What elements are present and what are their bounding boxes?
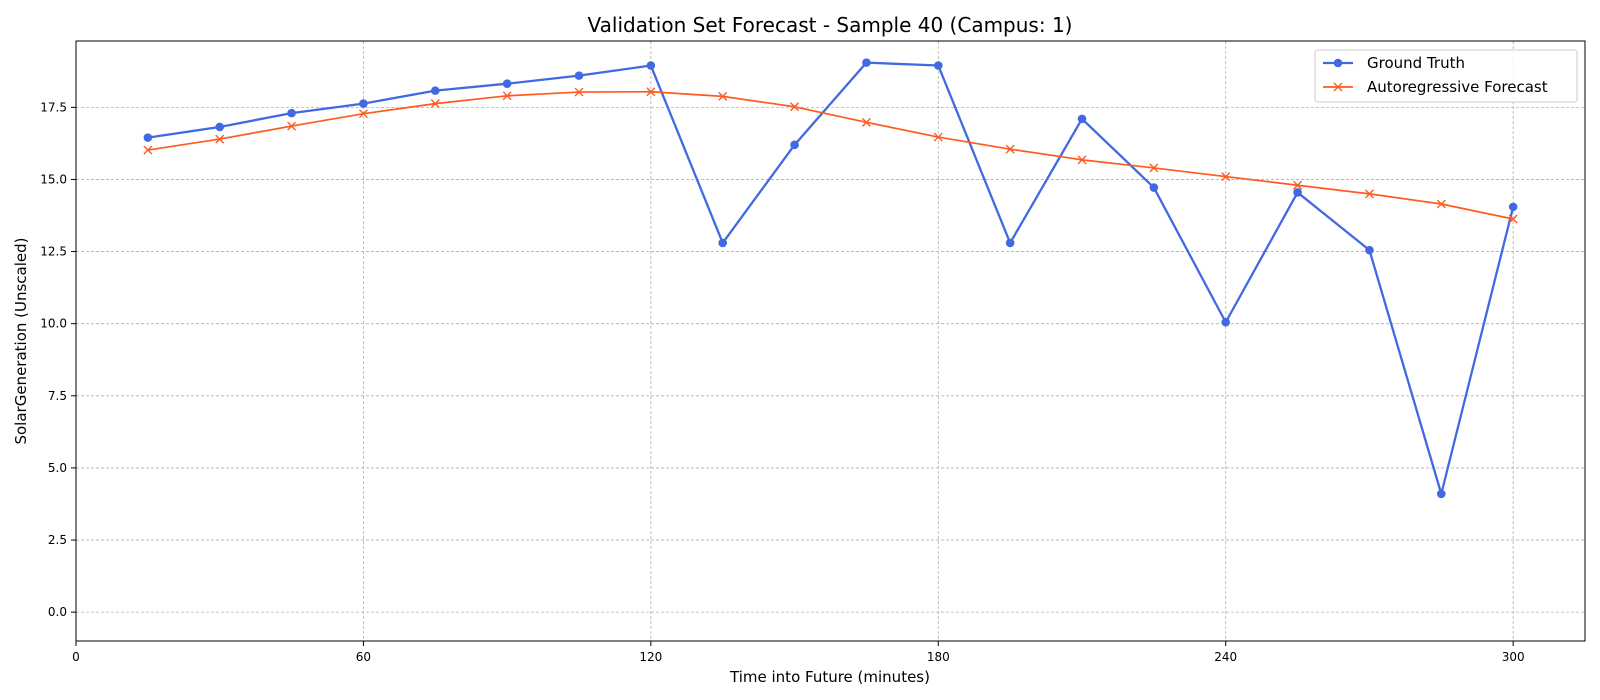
legend-item: Autoregressive Forecast	[1323, 78, 1548, 96]
x-tick-label: 0	[72, 650, 80, 664]
x-axis: 0 60 120 180 240 300	[72, 641, 1525, 664]
legend-box	[1314, 49, 1578, 103]
data-point	[574, 87, 584, 97]
data-point	[862, 58, 871, 67]
legend-marker	[1333, 82, 1343, 92]
data-point	[790, 102, 800, 112]
legend-item: Ground Truth	[1323, 54, 1465, 72]
data-point	[358, 109, 368, 119]
data-point	[1365, 245, 1374, 255]
y-tick-label: 10.0	[40, 317, 67, 331]
data-point	[359, 99, 368, 108]
legend: Ground Truth Autoregressive Forecast	[1314, 49, 1578, 103]
series-ground-truth	[143, 58, 1518, 499]
data-point	[646, 87, 656, 97]
x-tick-label: 300	[1502, 650, 1525, 664]
y-axis: 0.0 2.5 5.0 7.5 10.0 12.5 15.0 17.5	[40, 100, 76, 619]
legend-marker	[1333, 58, 1343, 68]
series-autoregressive-forecast	[143, 87, 1518, 224]
series-line	[147, 90, 1514, 220]
data-point	[215, 122, 225, 132]
data-point	[574, 71, 584, 80]
data-point	[502, 79, 512, 88]
data-point	[1508, 214, 1518, 224]
data-point	[1149, 163, 1159, 173]
data-point	[718, 238, 728, 248]
y-tick-label: 12.5	[40, 245, 67, 259]
data-point	[861, 117, 871, 127]
data-point	[430, 99, 440, 109]
data-point	[1436, 199, 1446, 209]
data-point	[502, 91, 512, 101]
plot-frame	[75, 40, 1586, 642]
y-tick-label: 0.0	[48, 605, 67, 619]
y-tick-label: 15.0	[40, 172, 67, 186]
x-tick-label: 60	[356, 650, 371, 664]
data-point	[933, 61, 943, 70]
x-axis-label: Time into Future (minutes)	[729, 668, 930, 686]
data-point	[1364, 189, 1374, 199]
data-point	[1221, 317, 1231, 327]
data-point	[430, 86, 440, 95]
data-point	[1077, 114, 1087, 124]
data-point	[646, 61, 656, 70]
x-tick-label: 240	[1214, 650, 1237, 664]
data-point	[1077, 155, 1087, 165]
data-point	[718, 91, 728, 101]
series-layer	[143, 58, 1518, 499]
data-point	[287, 121, 297, 131]
x-tick-label: 120	[639, 650, 662, 664]
legend-label: Ground Truth	[1367, 54, 1465, 72]
data-point	[1293, 180, 1303, 190]
x-tick-label: 180	[927, 650, 950, 664]
y-tick-label: 17.5	[40, 100, 67, 114]
data-point	[143, 145, 153, 155]
grid	[75, 41, 1585, 641]
data-point	[933, 132, 943, 142]
y-axis-label: SolarGeneration (Unscaled)	[12, 237, 30, 444]
series-line	[147, 61, 1515, 496]
chart-title: Validation Set Forecast - Sample 40 (Cam…	[588, 13, 1073, 37]
y-tick-label: 5.0	[48, 461, 67, 475]
data-point	[287, 108, 296, 118]
y-tick-label: 2.5	[48, 533, 67, 547]
data-point	[1221, 172, 1231, 182]
legend-label: Autoregressive Forecast	[1367, 78, 1548, 96]
data-point	[1508, 202, 1518, 212]
data-point	[1149, 183, 1159, 192]
data-point	[1293, 188, 1302, 197]
data-point	[1005, 238, 1015, 248]
data-point	[1005, 144, 1015, 154]
data-point	[215, 134, 225, 144]
data-point	[790, 140, 799, 150]
y-tick-label: 7.5	[48, 389, 67, 403]
data-point	[1436, 489, 1446, 499]
data-point	[143, 133, 153, 142]
